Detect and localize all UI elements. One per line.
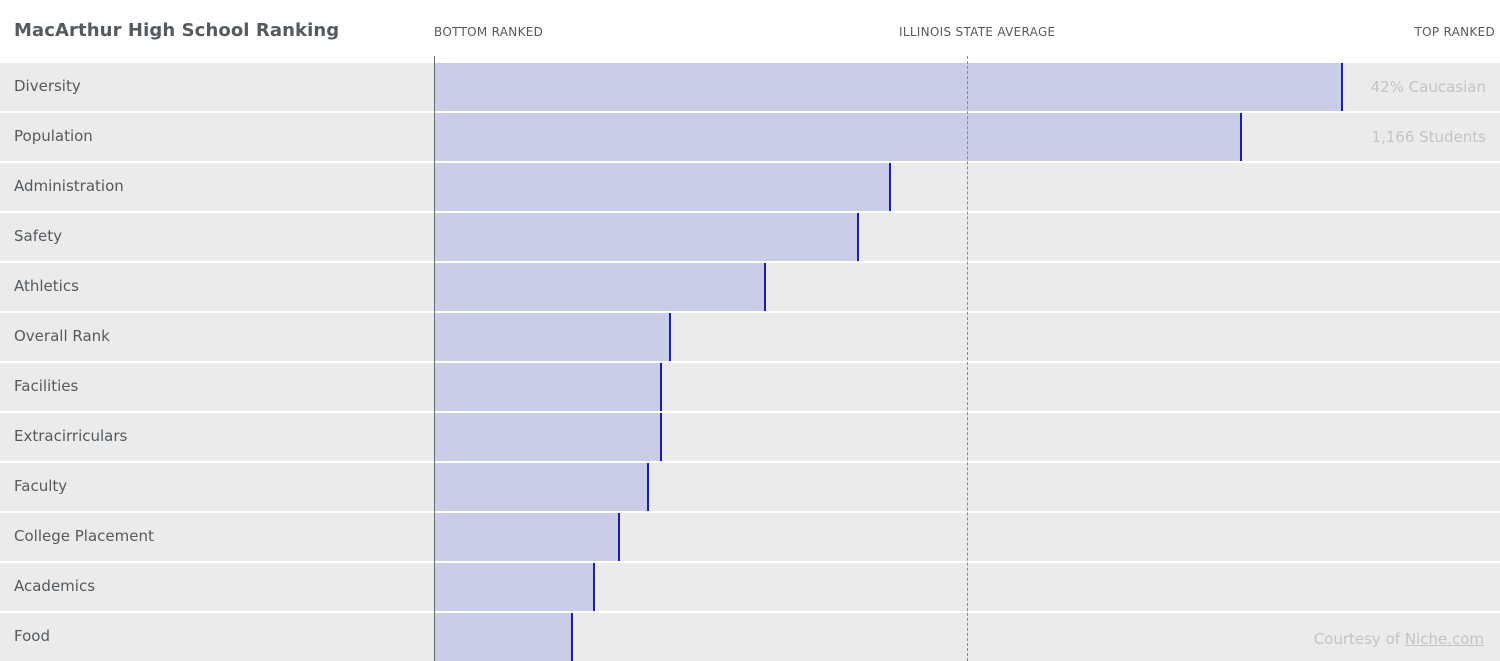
ranking-bar [435,113,1242,161]
ranking-row: College Placement [0,513,1500,561]
chart-title: MacArthur High School Ranking [14,20,340,41]
ranking-marker [888,163,891,211]
ranking-row: Extracirriculars [0,413,1500,461]
niche-link[interactable]: Niche.com [1404,630,1484,648]
ranking-marker [668,313,671,361]
ranking-row: Overall Rank [0,313,1500,361]
category-label: Administration [14,177,124,195]
category-label: Overall Rank [14,327,110,345]
category-label: Athletics [14,277,79,295]
bottom-ranked-axis-line [434,56,435,661]
ranking-marker [856,213,859,261]
ranking-bar [435,613,572,661]
top-ranked-label: TOP RANKED [1414,25,1495,39]
bottom-ranked-label: BOTTOM RANKED [434,25,544,39]
ranking-marker [570,613,573,661]
ranking-marker [764,263,767,311]
row-annotation: 42% Caucasian [1370,78,1486,96]
ranking-bar [435,163,890,211]
ranking-marker [617,513,620,561]
chart-header: MacArthur High School Ranking BOTTOM RAN… [0,0,1500,63]
ranking-marker [647,463,650,511]
ranking-row: Facilities [0,363,1500,411]
ranking-row: Faculty [0,463,1500,511]
category-label: Extracirriculars [14,427,128,445]
ranking-bar [435,263,766,311]
ranking-row: Food [0,613,1500,661]
ranking-row: Diversity 42% Caucasian [0,63,1500,111]
state-average-label: ILLINOIS STATE AVERAGE [899,25,1056,39]
ranking-row: Academics [0,563,1500,611]
ranking-bar [435,563,595,611]
ranking-marker [593,563,596,611]
category-label: Safety [14,227,62,245]
ranking-bar [435,63,1342,111]
ranking-marker [660,413,663,461]
ranking-marker [660,363,663,411]
category-label: Academics [14,577,96,595]
ranking-marker [1240,113,1243,161]
row-annotation: 1,166 Students [1371,128,1486,146]
ranking-bar [435,213,858,261]
credit-prefix: Courtesy of [1313,630,1405,648]
ranking-bar [435,313,670,361]
ranking-row: Athletics [0,263,1500,311]
category-label: Population [14,127,93,145]
ranking-marker [1340,63,1343,111]
category-label: Diversity [14,77,81,95]
category-label: Facilities [14,377,79,395]
ranking-row: Administration [0,163,1500,211]
ranking-row: Safety [0,213,1500,261]
state-average-line [967,56,968,661]
category-label: Faculty [14,477,68,495]
category-label: College Placement [14,527,154,545]
credit: Courtesy of Niche.com [1314,630,1484,648]
category-label: Food [14,627,50,645]
ranking-bar [435,363,662,411]
ranking-bar [435,463,649,511]
ranking-bar [435,513,619,561]
ranking-row: Population 1,166 Students [0,113,1500,161]
ranking-bar [435,413,662,461]
